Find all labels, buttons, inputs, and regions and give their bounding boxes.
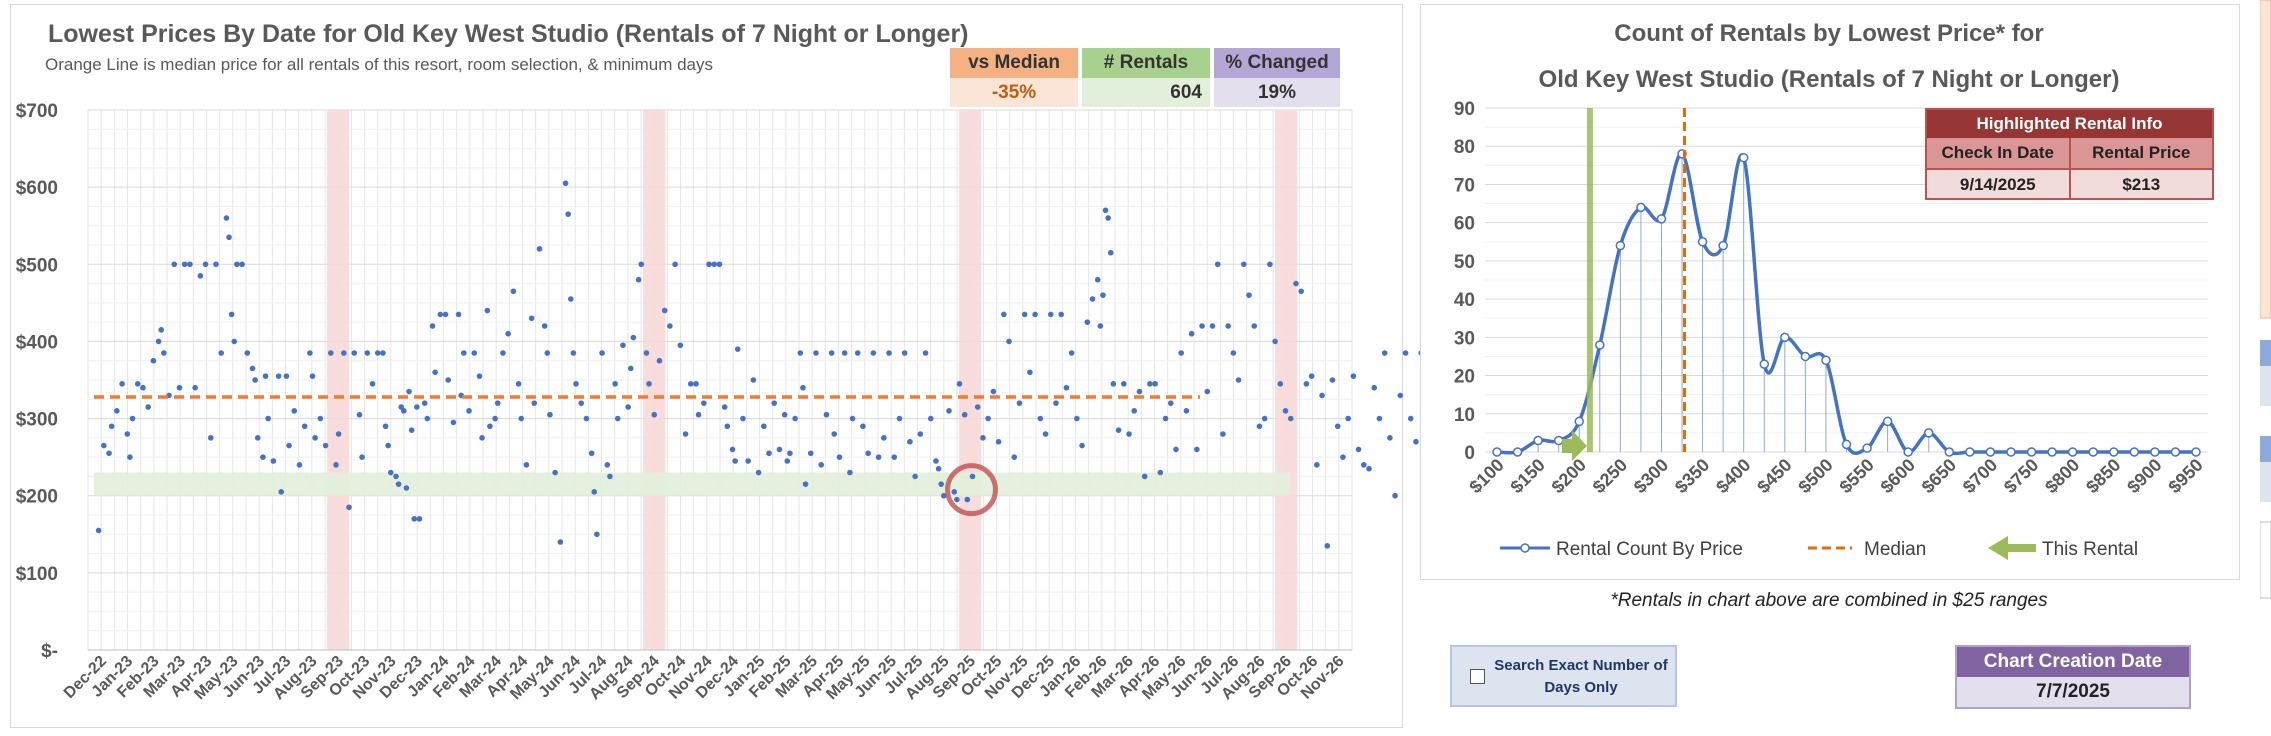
scatter-point	[1402, 350, 1409, 356]
kpi-rentals: # Rentals 604	[1082, 48, 1210, 107]
search-exact-days-checkbox[interactable]	[1470, 669, 1485, 684]
scatter-chart-title: Lowest Prices By Date for Old Key West S…	[48, 20, 969, 48]
scatter-point	[1407, 415, 1414, 422]
cropped-side-panel	[2260, 0, 2271, 599]
rental-price-header: Rental Price	[2068, 138, 2212, 168]
histogram-title-line1: Count of Rentals by Lowest Price* for	[1614, 20, 2044, 47]
histogram-title-line2: Old Key West Studio (Rentals of 7 Night …	[1538, 66, 2120, 93]
histogram-footnote: *Rentals in chart above are combined in …	[1610, 590, 2048, 611]
highlighted-rental-info: Highlighted Rental Info Check In Date Re…	[1925, 108, 2214, 200]
scatter-chart-subtitle: Orange Line is median price for all rent…	[45, 55, 713, 74]
search-exact-days-control[interactable]: Search Exact Number of Days Only	[1450, 645, 1677, 707]
kpi-changed: % Changed 19%	[1214, 48, 1340, 107]
kpi-rentals-value: 604	[1082, 78, 1210, 107]
chart-creation-date-box: Chart Creation Date 7/7/2025	[1955, 645, 2191, 709]
kpi-vs-median-value: -35%	[950, 78, 1078, 107]
chart-creation-date-label: Chart Creation Date	[1957, 647, 2189, 677]
scatter-chart-panel	[10, 4, 1403, 728]
check-in-date-header: Check In Date	[1927, 138, 2069, 168]
scatter-point	[1413, 438, 1419, 445]
kpi-rentals-label: # Rentals	[1082, 48, 1210, 78]
kpi-changed-label: % Changed	[1214, 48, 1340, 78]
chart-creation-date-value: 7/7/2025	[2036, 681, 2110, 702]
kpi-changed-value: 19%	[1214, 78, 1340, 107]
rental-price-value: $213	[2068, 168, 2212, 198]
kpi-vs-median: vs Median -35%	[950, 48, 1078, 107]
highlighted-rental-title: Highlighted Rental Info	[1927, 110, 2212, 138]
search-exact-days-label: Search Exact Number of Days Only	[1494, 657, 1668, 696]
check-in-date-value: 9/14/2025	[1927, 168, 2069, 198]
kpi-vs-median-label: vs Median	[950, 48, 1078, 78]
